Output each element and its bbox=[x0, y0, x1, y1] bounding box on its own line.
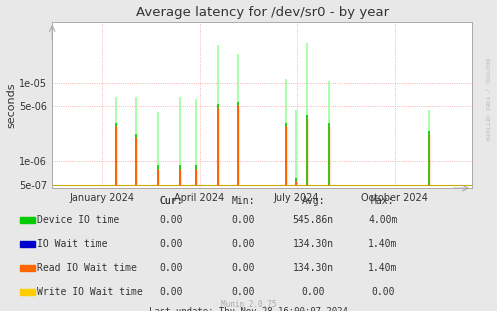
Text: RRDTOOL / TOBI OETIKER: RRDTOOL / TOBI OETIKER bbox=[485, 58, 490, 141]
Text: 0.00: 0.00 bbox=[160, 287, 183, 297]
Text: Write IO Wait time: Write IO Wait time bbox=[37, 287, 143, 297]
Text: 0.00: 0.00 bbox=[160, 215, 183, 225]
Text: 4.00m: 4.00m bbox=[368, 215, 398, 225]
Text: Read IO Wait time: Read IO Wait time bbox=[37, 263, 137, 273]
Text: Avg:: Avg: bbox=[301, 196, 325, 206]
Bar bbox=[20, 265, 35, 271]
Text: Min:: Min: bbox=[232, 196, 255, 206]
Title: Average latency for /dev/sr0 - by year: Average latency for /dev/sr0 - by year bbox=[136, 6, 389, 19]
Text: Last update: Thu Nov 28 16:00:07 2024: Last update: Thu Nov 28 16:00:07 2024 bbox=[149, 307, 348, 311]
Text: 1.40m: 1.40m bbox=[368, 239, 398, 249]
Text: 0.00: 0.00 bbox=[232, 287, 255, 297]
Text: 545.86n: 545.86n bbox=[293, 215, 333, 225]
Text: 0.00: 0.00 bbox=[232, 263, 255, 273]
Text: Max:: Max: bbox=[371, 196, 395, 206]
Y-axis label: seconds: seconds bbox=[6, 82, 16, 128]
Text: 0.00: 0.00 bbox=[232, 215, 255, 225]
Text: 1.40m: 1.40m bbox=[368, 263, 398, 273]
Text: IO Wait time: IO Wait time bbox=[37, 239, 108, 249]
Bar bbox=[20, 241, 35, 247]
Bar bbox=[20, 289, 35, 295]
Text: 134.30n: 134.30n bbox=[293, 263, 333, 273]
Text: 134.30n: 134.30n bbox=[293, 239, 333, 249]
Text: 0.00: 0.00 bbox=[160, 263, 183, 273]
Text: 0.00: 0.00 bbox=[371, 287, 395, 297]
Text: Cur:: Cur: bbox=[160, 196, 183, 206]
Text: Device IO time: Device IO time bbox=[37, 215, 119, 225]
Bar bbox=[20, 217, 35, 223]
Text: 0.00: 0.00 bbox=[160, 239, 183, 249]
Text: 0.00: 0.00 bbox=[301, 287, 325, 297]
Text: 0.00: 0.00 bbox=[232, 239, 255, 249]
Text: Cur:: Cur: bbox=[160, 196, 183, 206]
Text: Munin 2.0.75: Munin 2.0.75 bbox=[221, 300, 276, 309]
